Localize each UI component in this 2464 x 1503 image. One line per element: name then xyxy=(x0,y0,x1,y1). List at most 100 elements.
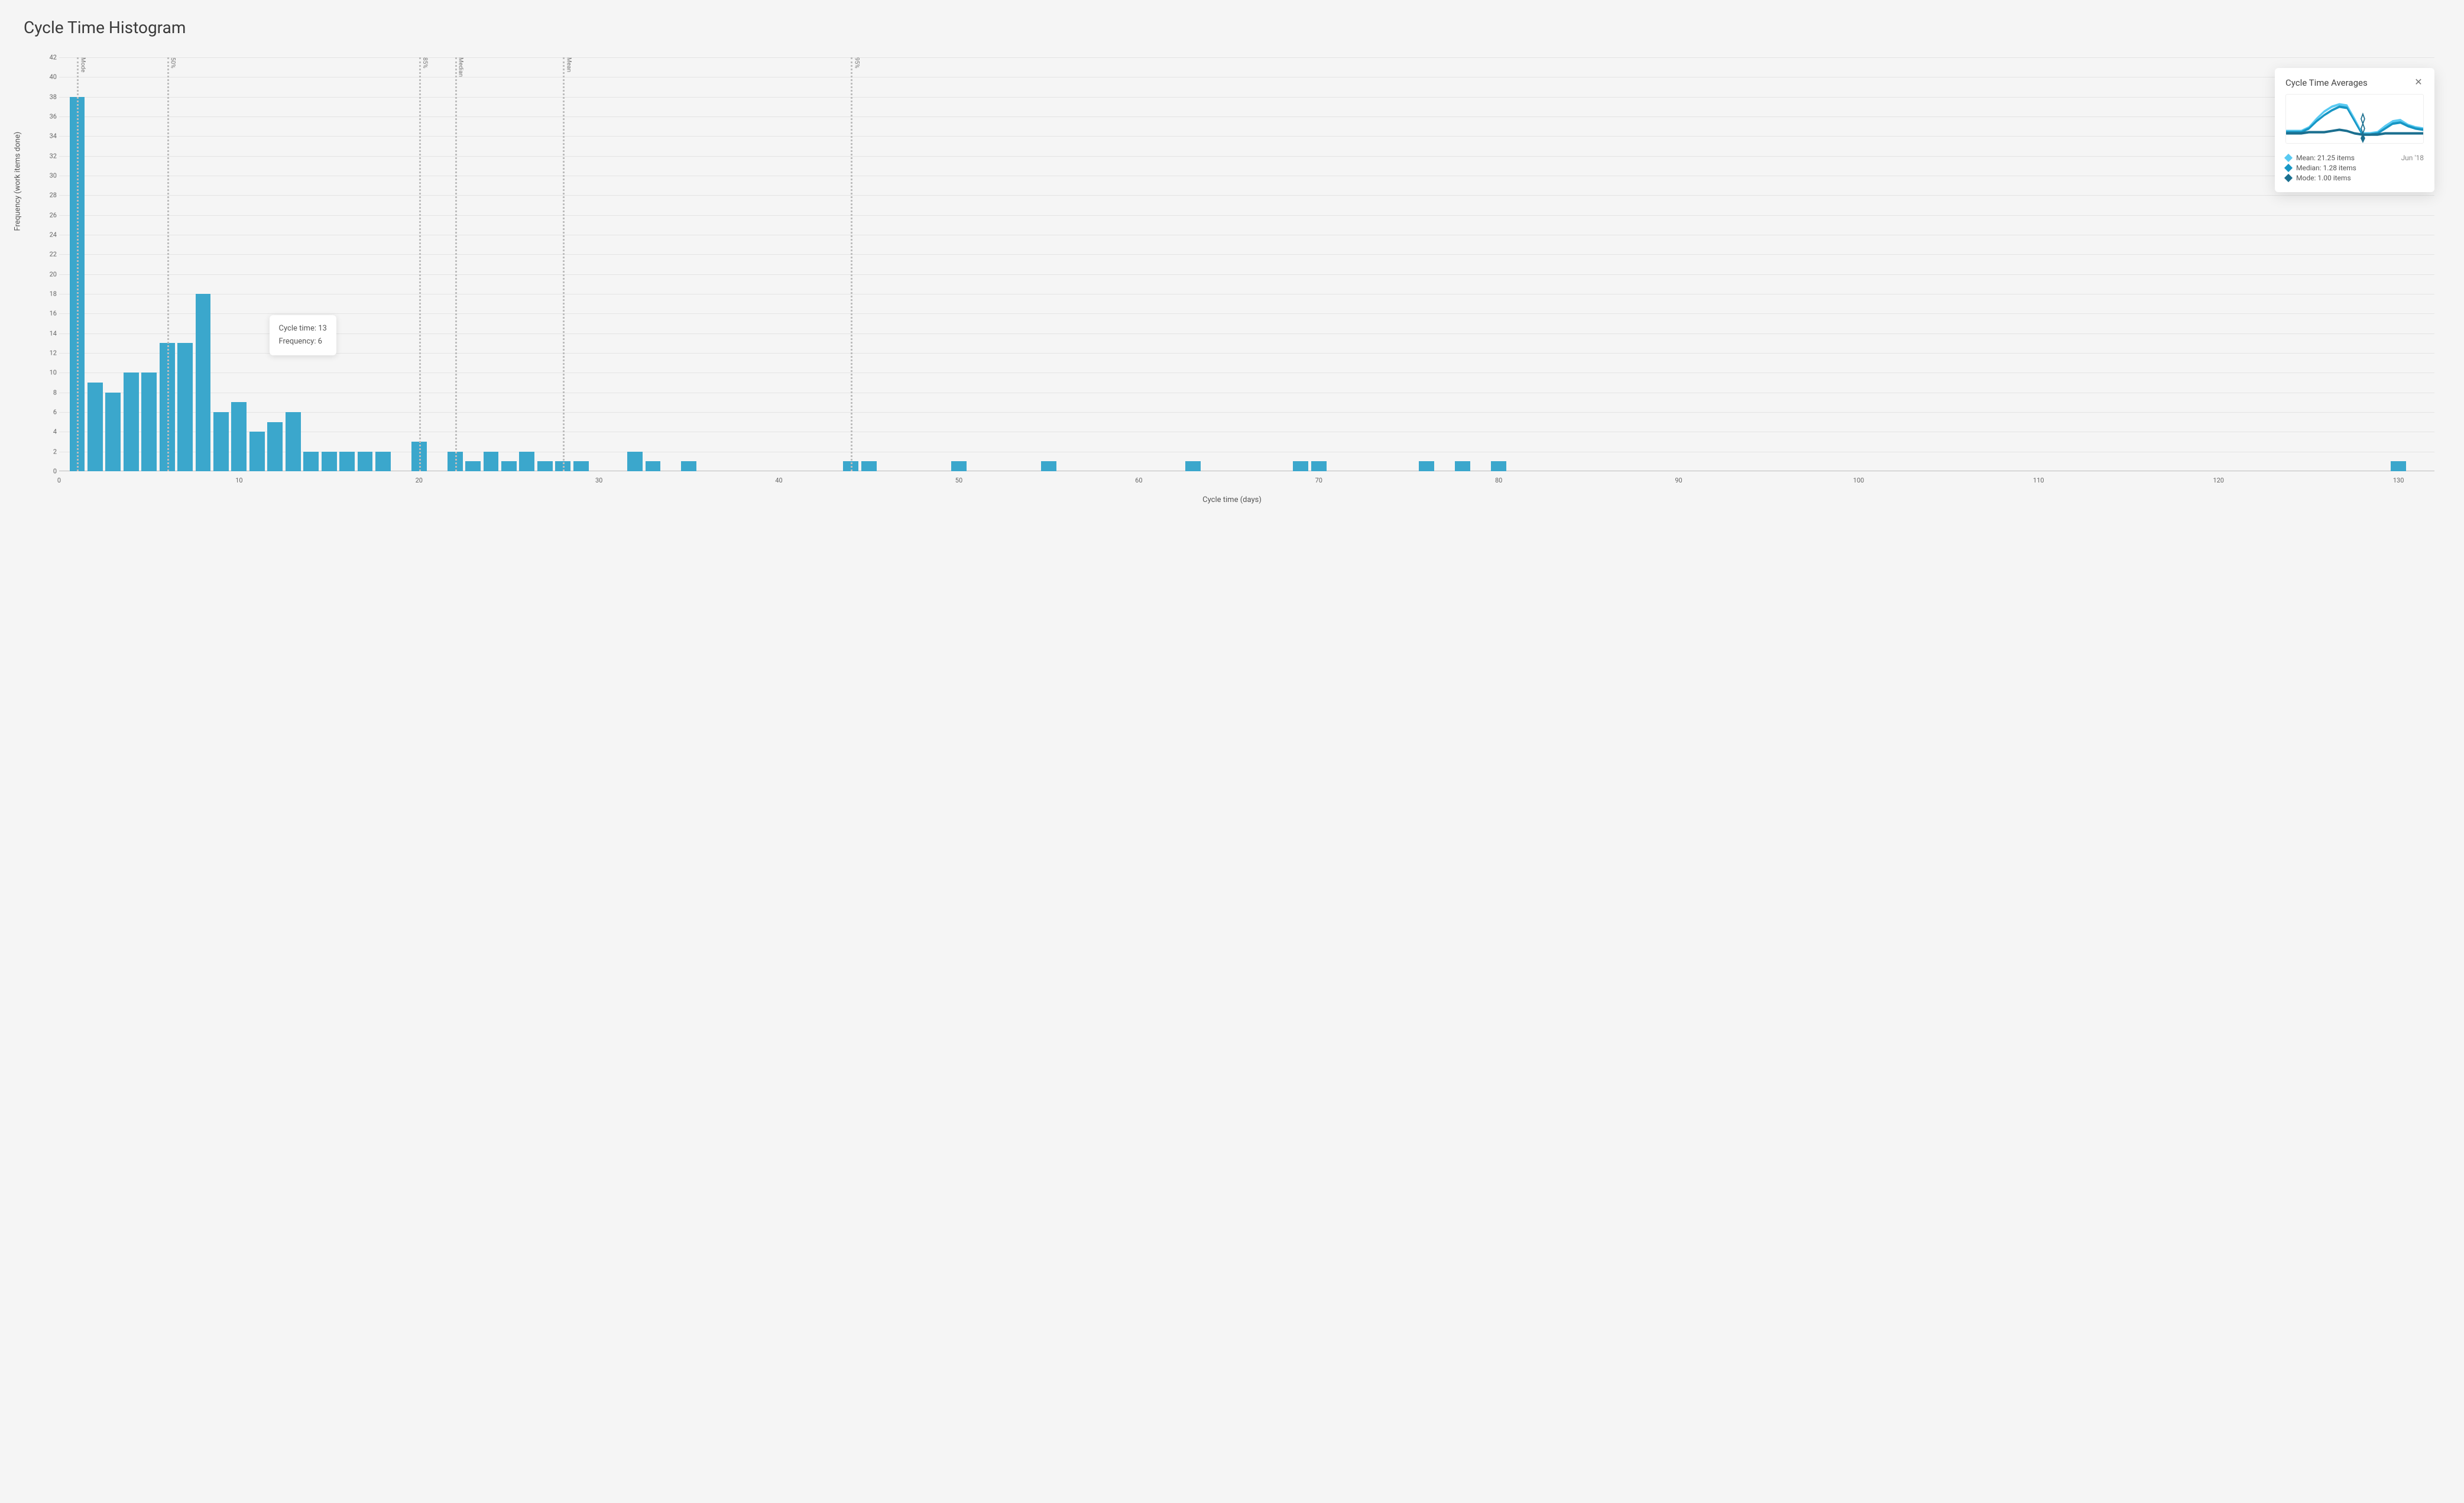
reference-label: Median xyxy=(458,57,464,77)
x-tick: 100 xyxy=(1853,477,1865,484)
histogram-bar[interactable] xyxy=(627,452,643,471)
y-tick: 22 xyxy=(39,251,57,258)
grid-line xyxy=(59,372,2434,373)
grid-line xyxy=(59,195,2434,196)
reference-line xyxy=(419,57,421,471)
reference-line xyxy=(77,57,79,471)
histogram-bar[interactable] xyxy=(322,452,337,471)
histogram-bar[interactable] xyxy=(213,412,229,471)
y-tick: 4 xyxy=(39,428,57,436)
grid-line xyxy=(59,353,2434,354)
histogram-bar[interactable] xyxy=(358,452,373,471)
x-tick: 40 xyxy=(775,477,782,484)
histogram-bar[interactable] xyxy=(537,461,553,471)
histogram-bar[interactable] xyxy=(1419,461,1434,471)
histogram-bar[interactable] xyxy=(484,452,499,471)
histogram-bar[interactable] xyxy=(681,461,696,471)
histogram-bar[interactable] xyxy=(465,461,481,471)
x-tick: 120 xyxy=(2213,477,2224,484)
histogram-bar[interactable] xyxy=(646,461,661,471)
y-tick: 10 xyxy=(39,369,57,377)
histogram-bar[interactable] xyxy=(501,461,517,471)
reference-label: Mean xyxy=(565,57,572,72)
grid-line xyxy=(59,156,2434,157)
y-tick: 16 xyxy=(39,310,57,318)
page-title: Cycle Time Histogram xyxy=(24,18,2440,37)
legend-item: Mean: 21.25 itemsJun '18 xyxy=(2285,154,2424,162)
x-tick: 60 xyxy=(1135,477,1142,484)
reference-label: 50% xyxy=(170,57,176,69)
histogram-bar[interactable] xyxy=(1455,461,1470,471)
grid-line xyxy=(59,254,2434,255)
histogram-bar[interactable] xyxy=(1311,461,1327,471)
sparkline-chart xyxy=(2285,94,2424,144)
close-icon[interactable]: ✕ xyxy=(2413,77,2424,88)
grid-line xyxy=(59,313,2434,314)
histogram-bar[interactable] xyxy=(267,422,283,471)
histogram-bar[interactable] xyxy=(2391,461,2406,471)
plot-area: 0246810121416182022242628303234363840420… xyxy=(59,57,2434,471)
legend-label: Mean: 21.25 items xyxy=(2296,154,2355,162)
histogram-bar[interactable] xyxy=(249,432,265,471)
histogram-bar[interactable] xyxy=(286,412,301,471)
panel-title: Cycle Time Averages xyxy=(2285,77,2368,88)
y-tick: 42 xyxy=(39,54,57,61)
histogram-bar[interactable] xyxy=(196,294,211,471)
y-tick: 38 xyxy=(39,93,57,101)
reference-line xyxy=(563,57,565,471)
legend-item: Median: 1.28 items xyxy=(2285,164,2424,172)
histogram-bar[interactable] xyxy=(177,343,193,471)
legend-label: Mode: 1.00 items xyxy=(2296,174,2351,182)
histogram-chart: Frequency (work items done) 024681012141… xyxy=(24,51,2440,501)
grid-line xyxy=(59,274,2434,275)
x-tick: 10 xyxy=(235,477,242,484)
legend-label: Median: 1.28 items xyxy=(2296,164,2356,172)
y-tick: 14 xyxy=(39,329,57,337)
histogram-bar[interactable] xyxy=(1491,461,1506,471)
y-tick: 36 xyxy=(39,113,57,121)
y-tick: 30 xyxy=(39,172,57,180)
histogram-bar[interactable] xyxy=(951,461,967,471)
histogram-bar[interactable] xyxy=(339,452,355,471)
y-tick: 40 xyxy=(39,73,57,81)
diamond-icon xyxy=(2284,154,2293,162)
y-tick: 28 xyxy=(39,192,57,199)
histogram-bar[interactable] xyxy=(1185,461,1201,471)
x-axis-label: Cycle time (days) xyxy=(1202,495,1262,504)
histogram-bar[interactable] xyxy=(87,383,103,471)
grid-line xyxy=(59,215,2434,216)
histogram-bar[interactable] xyxy=(141,372,157,471)
histogram-bar[interactable] xyxy=(861,461,877,471)
grid-line xyxy=(59,116,2434,117)
x-tick: 0 xyxy=(57,477,61,484)
histogram-bar[interactable] xyxy=(1041,461,1056,471)
reference-label: Mode xyxy=(79,57,86,72)
histogram-bar[interactable] xyxy=(124,372,139,471)
tooltip-line: Frequency: 6 xyxy=(279,335,327,348)
x-tick: 90 xyxy=(1675,477,1682,484)
histogram-bar[interactable] xyxy=(573,461,589,471)
reference-label: 95% xyxy=(853,57,860,69)
histogram-bar[interactable] xyxy=(105,393,121,471)
grid-line xyxy=(59,136,2434,137)
tooltip-line: Cycle time: 13 xyxy=(279,322,327,335)
bar-tooltip: Cycle time: 13Frequency: 6 xyxy=(270,315,336,355)
histogram-bar[interactable] xyxy=(231,402,247,471)
y-tick: 26 xyxy=(39,211,57,219)
y-tick: 6 xyxy=(39,409,57,416)
y-tick: 12 xyxy=(39,349,57,357)
histogram-bar[interactable] xyxy=(519,452,534,471)
legend-item: Mode: 1.00 items xyxy=(2285,174,2424,182)
histogram-bar[interactable] xyxy=(1293,461,1308,471)
diamond-icon xyxy=(2284,174,2293,182)
grid-line xyxy=(59,333,2434,334)
diamond-icon xyxy=(2284,164,2293,172)
x-tick: 20 xyxy=(416,477,423,484)
histogram-bar[interactable] xyxy=(303,452,319,471)
x-tick: 130 xyxy=(2393,477,2404,484)
grid-line xyxy=(59,57,2434,58)
averages-panel: Cycle Time Averages ✕ Mean: 21.25 itemsJun… xyxy=(2275,68,2434,192)
x-tick: 110 xyxy=(2033,477,2044,484)
y-tick: 34 xyxy=(39,132,57,140)
histogram-bar[interactable] xyxy=(375,452,391,471)
